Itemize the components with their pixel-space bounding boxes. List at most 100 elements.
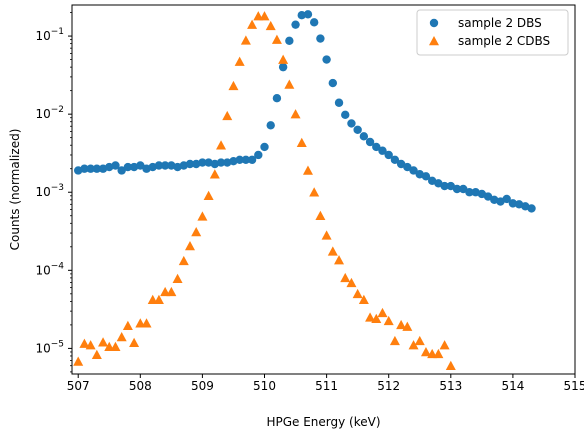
x-tick-label: 509 xyxy=(191,379,214,393)
cdbs-point xyxy=(358,294,369,304)
cdbs-point xyxy=(110,341,121,351)
cdbs-point xyxy=(296,137,307,148)
legend-entries: sample 2 DBS sample 2 CDBS xyxy=(429,16,550,48)
y-tick-label: 10−1 xyxy=(35,27,64,43)
dbs-point xyxy=(322,55,331,64)
y-tick-label: 10−2 xyxy=(35,105,64,121)
cdbs-point xyxy=(91,349,102,359)
dbs-point xyxy=(334,98,344,107)
cdbs-point xyxy=(191,226,202,237)
dbs-point xyxy=(328,78,338,88)
dbs-point xyxy=(260,142,269,152)
plot-frame xyxy=(71,4,576,375)
cdbs-point xyxy=(166,286,177,297)
dbs-point xyxy=(527,204,536,213)
cdbs-point xyxy=(129,337,140,348)
cdbs-point xyxy=(439,340,450,350)
cdbs-point xyxy=(265,20,276,31)
y-tick-base: 10 xyxy=(35,107,50,121)
cdbs-point xyxy=(216,140,227,150)
cdbs-point xyxy=(271,34,282,44)
cdbs-point xyxy=(247,19,258,29)
legend-marker-dbs xyxy=(429,18,439,28)
dbs-point xyxy=(86,164,95,173)
dbs-point xyxy=(198,158,207,167)
cdbs-point xyxy=(116,331,127,342)
series-dbs xyxy=(74,10,536,213)
y-tick-base: 10 xyxy=(35,29,50,43)
dbs-point xyxy=(347,119,356,128)
cdbs-point xyxy=(309,187,320,197)
dbs-point xyxy=(160,161,170,170)
cdbs-point xyxy=(228,80,239,91)
dbs-point xyxy=(341,110,350,120)
cdbs-point xyxy=(203,190,214,201)
y-tick-exponent: −5 xyxy=(51,339,64,349)
dbs-point xyxy=(353,125,362,135)
cdbs-point xyxy=(98,337,109,347)
dbs-point xyxy=(372,142,381,152)
y-tick-exponent: −2 xyxy=(51,105,64,115)
dbs-point xyxy=(278,62,288,72)
y-tick-base: 10 xyxy=(35,341,50,355)
dbs-point xyxy=(403,162,412,172)
cdbs-point xyxy=(420,346,431,357)
cdbs-point xyxy=(383,315,394,326)
dbs-point xyxy=(396,159,406,169)
dbs-point xyxy=(291,20,300,29)
x-tick-label: 512 xyxy=(377,379,400,393)
cdbs-point xyxy=(408,340,419,350)
cdbs-point xyxy=(290,109,301,119)
dbs-point xyxy=(266,121,275,130)
dbs-point xyxy=(409,166,418,175)
cdbs-point xyxy=(352,288,363,299)
dbs-point xyxy=(117,166,126,175)
x-tick-label: 508 xyxy=(129,379,152,393)
dbs-point xyxy=(390,155,400,165)
dbs-point xyxy=(154,161,164,170)
dbs-point xyxy=(241,155,251,165)
cdbs-point xyxy=(85,340,96,350)
cdbs-point xyxy=(197,211,208,221)
dbs-point xyxy=(80,164,89,173)
y-tick-label: 10−4 xyxy=(35,261,64,277)
plot-area xyxy=(72,5,575,374)
cdbs-point xyxy=(396,319,407,330)
cdbs-point xyxy=(79,338,90,348)
dbs-point xyxy=(254,150,263,160)
cdbs-point xyxy=(209,169,220,179)
cdbs-point xyxy=(315,210,326,220)
dbs-point xyxy=(297,11,306,20)
dbs-point xyxy=(247,155,257,165)
dbs-point xyxy=(92,164,102,173)
dbs-point xyxy=(272,94,282,103)
cdbs-point xyxy=(172,273,183,283)
y-tick-exponent: −3 xyxy=(51,183,64,193)
y-axis-label: Counts (normalized) xyxy=(8,129,22,251)
cdbs-point xyxy=(433,348,444,359)
dbs-point xyxy=(285,36,294,45)
cdbs-point xyxy=(377,307,388,318)
y-tick-base: 10 xyxy=(35,263,50,277)
cdbs-point xyxy=(402,321,413,331)
dbs-point xyxy=(111,161,120,170)
y-tick-label: 10−3 xyxy=(35,183,64,199)
cdbs-point xyxy=(327,246,338,256)
cdbs-point xyxy=(222,110,233,121)
cdbs-point xyxy=(346,277,357,288)
dbs-point xyxy=(483,192,493,201)
cdbs-point xyxy=(178,255,189,266)
cdbs-point xyxy=(371,313,382,323)
dbs-point xyxy=(123,162,133,172)
x-tick-label: 514 xyxy=(501,379,524,393)
dbs-point xyxy=(235,155,244,165)
legend-label-dbs: sample 2 DBS xyxy=(458,16,542,30)
x-tick-label: 513 xyxy=(439,379,462,393)
dbs-point xyxy=(459,184,468,194)
dbs-point xyxy=(136,161,145,170)
cdbs-point xyxy=(389,335,400,346)
dbs-point xyxy=(508,199,518,208)
cdbs-point xyxy=(321,230,332,240)
cdbs-point xyxy=(414,335,425,346)
